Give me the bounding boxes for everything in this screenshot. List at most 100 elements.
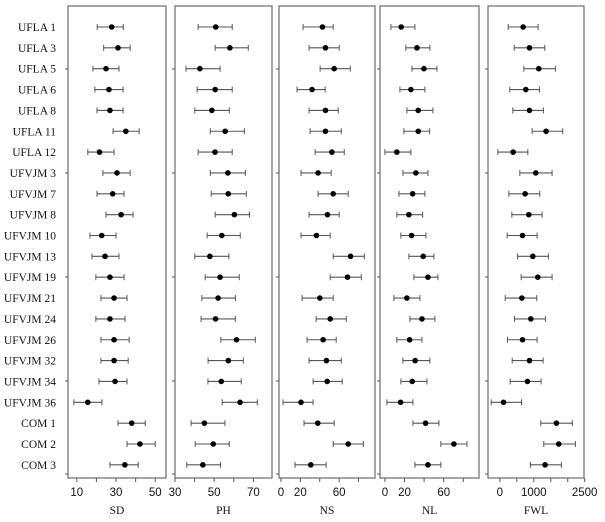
point-estimate	[217, 274, 223, 281]
point-estimate	[215, 295, 221, 301]
point-estimate	[425, 462, 431, 468]
x-axis-title: PH	[216, 505, 231, 517]
estimate-row	[312, 378, 343, 385]
point-estimate	[523, 86, 529, 93]
point-estimate	[420, 253, 427, 260]
estimate-row	[194, 253, 230, 260]
estimate-row	[282, 399, 314, 406]
estimate-row	[520, 274, 553, 281]
point-estimate	[313, 232, 320, 239]
point-estimate	[137, 441, 143, 447]
point-estimate	[227, 45, 233, 51]
point-estimate	[519, 336, 526, 343]
point-estimate	[84, 399, 91, 406]
estimate-row	[294, 461, 327, 468]
point-estimate	[555, 441, 562, 447]
x-tick-label: 30	[169, 487, 182, 499]
estimate-row	[513, 44, 546, 51]
estimate-row	[396, 211, 424, 218]
point-estimate	[107, 316, 113, 322]
row-label: UFVJM 24	[4, 314, 56, 326]
point-estimate	[320, 336, 326, 343]
x-tick-label: 50	[208, 487, 221, 499]
estimate-row	[543, 441, 576, 447]
estimate-row	[414, 461, 442, 468]
estimate-row	[197, 149, 233, 156]
point-estimate	[532, 170, 539, 176]
estimate-row	[96, 190, 125, 197]
point-estimate	[212, 86, 218, 93]
point-estimate	[347, 253, 354, 260]
row-label: COM 2	[21, 439, 56, 451]
estimate-row	[196, 86, 233, 93]
estimate-row	[309, 128, 342, 135]
point-estimate	[322, 128, 329, 135]
point-estimate	[500, 399, 507, 406]
estimate-row	[332, 441, 364, 447]
x-tick-label: 2500	[572, 487, 598, 499]
estimate-row	[87, 149, 115, 156]
estimate-row	[100, 295, 128, 302]
point-estimate	[404, 295, 410, 301]
estimate-row	[308, 211, 340, 218]
x-axis-title: FWL	[524, 505, 548, 517]
point-estimate	[422, 420, 429, 426]
estimate-row	[509, 378, 542, 385]
estimate-row	[185, 65, 221, 72]
row-label: UFLA 6	[18, 85, 56, 97]
point-estimate	[542, 462, 548, 468]
estimate-row	[301, 295, 334, 302]
estimate-row	[511, 357, 544, 364]
estimate-row	[103, 44, 131, 51]
point-estimate	[308, 462, 314, 468]
point-estimate	[406, 211, 412, 218]
point-estimate	[324, 378, 330, 385]
x-tick-label: 30	[110, 487, 123, 499]
row-label: COM 1	[21, 418, 56, 430]
estimate-row	[531, 128, 564, 135]
estimate-row	[523, 65, 556, 72]
estimate-row	[390, 24, 416, 30]
estimate-row	[100, 336, 130, 343]
point-estimate	[222, 128, 228, 135]
estimate-row	[411, 65, 438, 72]
point-estimate	[451, 441, 457, 447]
row-label: UFVJM 10	[4, 231, 56, 243]
estimate-row	[329, 274, 362, 281]
point-estimate	[115, 45, 121, 51]
estimate-row	[109, 461, 139, 468]
point-estimate	[414, 45, 420, 51]
estimate-row	[393, 295, 421, 302]
x-axis-title: NS	[320, 505, 335, 517]
estimate-row	[194, 441, 230, 447]
panel-frame	[278, 5, 376, 479]
x-tick-label: 70	[247, 487, 260, 499]
point-estimate	[526, 107, 533, 114]
point-estimate	[421, 65, 427, 72]
estimate-row	[332, 253, 365, 260]
estimate-row	[319, 65, 351, 72]
estimate-row	[507, 336, 538, 343]
estimate-row	[402, 169, 429, 176]
panel-frame	[67, 5, 167, 479]
row-label: UFLA 1	[18, 22, 56, 34]
row-label: UFVJM 26	[4, 335, 56, 347]
estimate-row	[210, 190, 247, 197]
point-estimate	[398, 24, 404, 30]
point-estimate	[111, 357, 117, 364]
point-estimate	[218, 378, 225, 385]
row-label: UFVJM 34	[4, 376, 56, 388]
point-estimate	[123, 128, 129, 135]
panel-frame	[379, 5, 480, 479]
estimate-row	[91, 253, 120, 260]
point-estimate	[510, 149, 516, 155]
point-estimate	[108, 24, 115, 30]
point-estimate	[553, 420, 560, 426]
estimate-row	[314, 149, 345, 156]
estimate-row	[94, 86, 124, 93]
point-estimate	[319, 24, 326, 30]
point-estimate	[344, 274, 351, 281]
